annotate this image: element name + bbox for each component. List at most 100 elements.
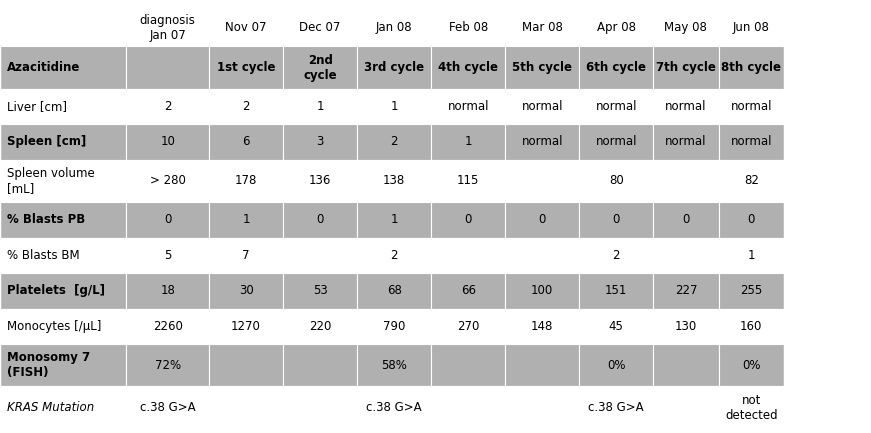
FancyBboxPatch shape bbox=[579, 238, 653, 273]
FancyBboxPatch shape bbox=[505, 46, 579, 89]
FancyBboxPatch shape bbox=[653, 160, 719, 202]
Text: not
detected: not detected bbox=[725, 394, 778, 422]
FancyBboxPatch shape bbox=[431, 238, 505, 273]
Text: 220: 220 bbox=[309, 320, 331, 333]
Text: 136: 136 bbox=[309, 174, 331, 187]
Text: 0: 0 bbox=[682, 213, 690, 226]
Text: 80: 80 bbox=[609, 174, 624, 187]
Text: 5th cycle: 5th cycle bbox=[512, 61, 572, 74]
Text: normal: normal bbox=[731, 100, 772, 113]
Text: diagnosis
Jan 07: diagnosis Jan 07 bbox=[139, 13, 196, 42]
Text: normal: normal bbox=[665, 136, 706, 149]
Text: 115: 115 bbox=[457, 174, 479, 187]
Text: Azacitidine: Azacitidine bbox=[7, 61, 80, 74]
Text: 68: 68 bbox=[387, 284, 402, 297]
FancyBboxPatch shape bbox=[0, 202, 126, 238]
FancyBboxPatch shape bbox=[505, 9, 579, 46]
FancyBboxPatch shape bbox=[357, 89, 431, 124]
FancyBboxPatch shape bbox=[505, 160, 579, 202]
Text: 2260: 2260 bbox=[152, 320, 183, 333]
FancyBboxPatch shape bbox=[209, 309, 283, 344]
FancyBboxPatch shape bbox=[0, 124, 126, 160]
Text: 2nd
cycle: 2nd cycle bbox=[303, 54, 337, 81]
FancyBboxPatch shape bbox=[431, 386, 505, 429]
FancyBboxPatch shape bbox=[209, 89, 283, 124]
FancyBboxPatch shape bbox=[579, 89, 653, 124]
FancyBboxPatch shape bbox=[0, 344, 126, 386]
FancyBboxPatch shape bbox=[431, 273, 505, 309]
FancyBboxPatch shape bbox=[719, 238, 784, 273]
FancyBboxPatch shape bbox=[653, 9, 719, 46]
FancyBboxPatch shape bbox=[505, 124, 579, 160]
Text: Apr 08: Apr 08 bbox=[597, 21, 636, 34]
Text: normal: normal bbox=[522, 136, 563, 149]
FancyBboxPatch shape bbox=[357, 309, 431, 344]
Text: 3: 3 bbox=[316, 136, 324, 149]
Text: 1st cycle: 1st cycle bbox=[217, 61, 275, 74]
Text: 0%: 0% bbox=[607, 359, 625, 372]
FancyBboxPatch shape bbox=[126, 273, 209, 309]
FancyBboxPatch shape bbox=[126, 238, 209, 273]
FancyBboxPatch shape bbox=[283, 386, 357, 429]
FancyBboxPatch shape bbox=[283, 344, 357, 386]
FancyBboxPatch shape bbox=[357, 124, 431, 160]
FancyBboxPatch shape bbox=[505, 309, 579, 344]
FancyBboxPatch shape bbox=[357, 46, 431, 89]
Text: 0%: 0% bbox=[742, 359, 760, 372]
FancyBboxPatch shape bbox=[283, 46, 357, 89]
Text: 138: 138 bbox=[383, 174, 405, 187]
FancyBboxPatch shape bbox=[579, 309, 653, 344]
Text: 1: 1 bbox=[390, 100, 398, 113]
FancyBboxPatch shape bbox=[357, 160, 431, 202]
FancyBboxPatch shape bbox=[579, 344, 653, 386]
FancyBboxPatch shape bbox=[283, 89, 357, 124]
Text: May 08: May 08 bbox=[665, 21, 707, 34]
FancyBboxPatch shape bbox=[357, 344, 431, 386]
Text: 5: 5 bbox=[164, 249, 172, 262]
Text: 2: 2 bbox=[390, 249, 398, 262]
FancyBboxPatch shape bbox=[431, 160, 505, 202]
Text: 0: 0 bbox=[747, 213, 755, 226]
Text: 6: 6 bbox=[242, 136, 250, 149]
Text: Dec 07: Dec 07 bbox=[300, 21, 341, 34]
Text: c.38 G>A: c.38 G>A bbox=[367, 401, 422, 414]
Text: 3rd cycle: 3rd cycle bbox=[364, 61, 424, 74]
FancyBboxPatch shape bbox=[579, 386, 653, 429]
Text: Spleen [cm]: Spleen [cm] bbox=[7, 136, 86, 149]
Text: 66: 66 bbox=[461, 284, 476, 297]
FancyBboxPatch shape bbox=[126, 9, 209, 46]
FancyBboxPatch shape bbox=[209, 160, 283, 202]
FancyBboxPatch shape bbox=[719, 309, 784, 344]
Text: Mar 08: Mar 08 bbox=[522, 21, 563, 34]
FancyBboxPatch shape bbox=[719, 124, 784, 160]
FancyBboxPatch shape bbox=[719, 202, 784, 238]
FancyBboxPatch shape bbox=[653, 46, 719, 89]
Text: 10: 10 bbox=[160, 136, 175, 149]
Text: 82: 82 bbox=[744, 174, 759, 187]
FancyBboxPatch shape bbox=[209, 124, 283, 160]
Text: normal: normal bbox=[596, 100, 637, 113]
FancyBboxPatch shape bbox=[0, 9, 126, 46]
Text: normal: normal bbox=[448, 100, 489, 113]
FancyBboxPatch shape bbox=[505, 89, 579, 124]
FancyBboxPatch shape bbox=[283, 238, 357, 273]
Text: 2: 2 bbox=[390, 136, 398, 149]
Text: Monocytes [/μL]: Monocytes [/μL] bbox=[7, 320, 101, 333]
FancyBboxPatch shape bbox=[126, 202, 209, 238]
FancyBboxPatch shape bbox=[209, 9, 283, 46]
Text: 30: 30 bbox=[239, 284, 253, 297]
Text: 0: 0 bbox=[316, 213, 324, 226]
Text: normal: normal bbox=[731, 136, 772, 149]
FancyBboxPatch shape bbox=[653, 89, 719, 124]
Text: % Blasts PB: % Blasts PB bbox=[7, 213, 85, 226]
FancyBboxPatch shape bbox=[653, 386, 719, 429]
Text: 270: 270 bbox=[457, 320, 479, 333]
Text: 2: 2 bbox=[164, 100, 172, 113]
FancyBboxPatch shape bbox=[126, 344, 209, 386]
Text: 130: 130 bbox=[675, 320, 697, 333]
FancyBboxPatch shape bbox=[579, 202, 653, 238]
Text: 0: 0 bbox=[164, 213, 172, 226]
FancyBboxPatch shape bbox=[431, 9, 505, 46]
FancyBboxPatch shape bbox=[505, 344, 579, 386]
Text: 0: 0 bbox=[538, 213, 546, 226]
